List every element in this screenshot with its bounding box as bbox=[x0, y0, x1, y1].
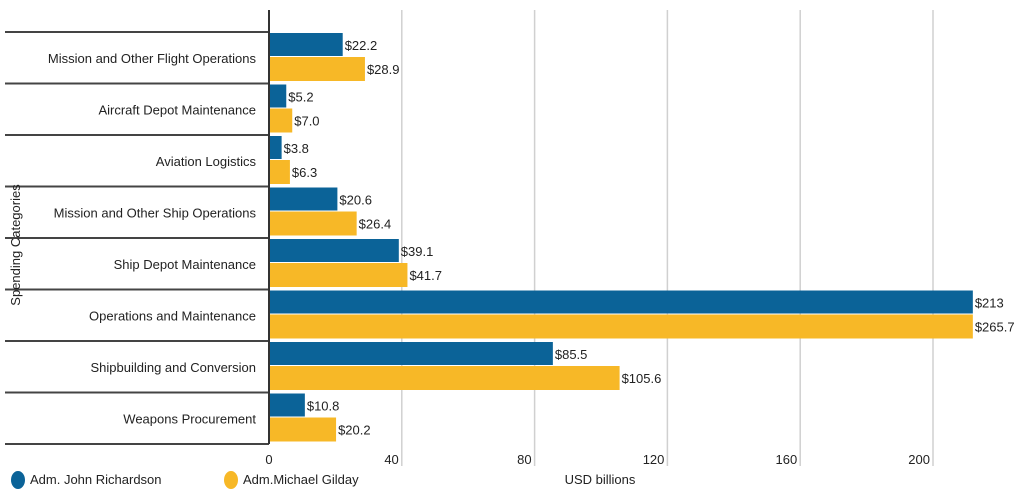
legend-marker-gilday bbox=[224, 471, 238, 489]
data-label: $22.2 bbox=[345, 38, 378, 53]
bar-richardson bbox=[269, 342, 553, 365]
data-label: $10.8 bbox=[307, 399, 340, 414]
data-label: $3.8 bbox=[284, 141, 309, 156]
data-label: $20.2 bbox=[338, 423, 371, 438]
data-label: $213 bbox=[975, 296, 1004, 311]
data-label: $39.1 bbox=[401, 244, 434, 259]
legend: Adm. John Richardson Adm.Michael Gilday bbox=[11, 471, 359, 489]
x-tick-label: 200 bbox=[908, 452, 930, 467]
category-label: Mission and Other Flight Operations bbox=[48, 51, 257, 66]
bar-gilday bbox=[269, 314, 973, 339]
data-label: $85.5 bbox=[555, 347, 588, 362]
category-label: Mission and Other Ship Operations bbox=[54, 205, 257, 220]
y-axis-title: Spending Categories bbox=[8, 184, 23, 306]
category-label: Ship Depot Maintenance bbox=[114, 257, 256, 272]
category-label: Aircraft Depot Maintenance bbox=[98, 102, 256, 117]
data-label: $6.3 bbox=[292, 165, 317, 180]
x-axis-title: USD billions bbox=[565, 472, 636, 487]
bar-gilday bbox=[269, 417, 337, 442]
legend-marker-richardson bbox=[11, 471, 25, 489]
category-label: Operations and Maintenance bbox=[89, 308, 256, 323]
data-label: $26.4 bbox=[359, 217, 392, 232]
x-tick-label: 80 bbox=[517, 452, 531, 467]
category-label: Weapons Procurement bbox=[123, 411, 256, 426]
data-label: $28.9 bbox=[367, 62, 400, 77]
bar-gilday bbox=[269, 160, 290, 184]
category-label: Aviation Logistics bbox=[156, 154, 257, 169]
x-tick-label: 40 bbox=[384, 452, 398, 467]
x-tick-label: 120 bbox=[643, 452, 665, 467]
bar-gilday bbox=[269, 211, 357, 236]
bar-richardson bbox=[269, 136, 282, 159]
data-label: $7.0 bbox=[294, 114, 319, 129]
bar-gilday bbox=[269, 366, 620, 390]
bar-richardson bbox=[269, 393, 305, 417]
data-label: $41.7 bbox=[409, 268, 442, 283]
bar-gilday bbox=[269, 108, 293, 133]
category-label: Shipbuilding and Conversion bbox=[90, 360, 256, 375]
legend-label-gilday: Adm.Michael Gilday bbox=[243, 472, 359, 487]
data-label: $105.6 bbox=[622, 371, 662, 386]
bar-gilday bbox=[269, 57, 365, 81]
data-label: $265.7 bbox=[975, 320, 1015, 335]
bar-richardson bbox=[269, 187, 338, 211]
bar-richardson bbox=[269, 84, 287, 108]
x-tick-label: 0 bbox=[265, 452, 272, 467]
legend-label-richardson: Adm. John Richardson bbox=[30, 472, 162, 487]
bar-richardson bbox=[269, 239, 399, 262]
data-label: $20.6 bbox=[339, 193, 372, 208]
bar-richardson bbox=[269, 290, 973, 314]
x-tick-label: 160 bbox=[775, 452, 797, 467]
data-label: $5.2 bbox=[288, 90, 313, 105]
bar-richardson bbox=[269, 33, 343, 56]
bar-gilday bbox=[269, 263, 408, 287]
